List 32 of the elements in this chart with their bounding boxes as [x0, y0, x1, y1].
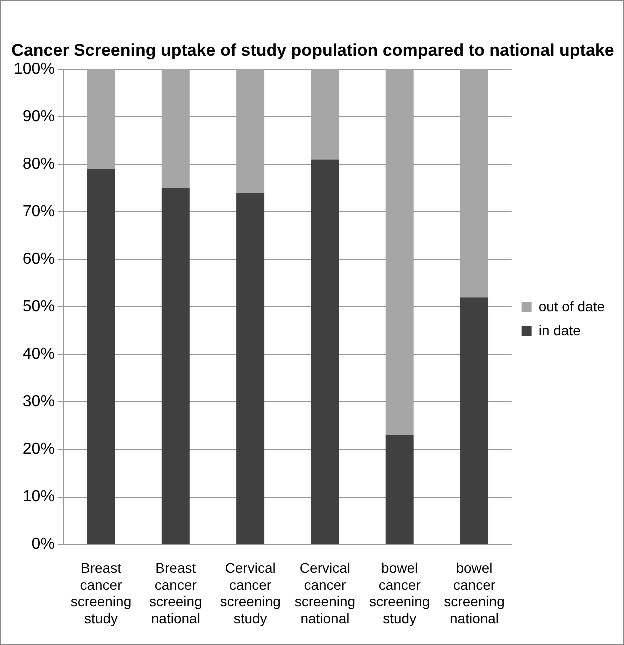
x-tick-label: Breast cancer screeing national	[149, 560, 202, 626]
bar	[236, 69, 265, 194]
bar	[311, 69, 340, 160]
bar	[460, 69, 489, 298]
bar	[386, 435, 414, 544]
y-tick-label: 100%	[14, 60, 55, 78]
bar	[162, 188, 190, 544]
bar	[87, 169, 116, 544]
y-tick-label: 70%	[22, 203, 55, 220]
y-tick-label: 80%	[22, 156, 55, 173]
y-tick-label: 0%	[32, 536, 55, 554]
legend-label: out of date	[538, 298, 606, 314]
y-tick-label: 10%	[22, 488, 55, 506]
y-tick-label: 60%	[22, 250, 55, 268]
x-tick-label: Cervical cancer screening national	[294, 560, 356, 626]
y-tick-label: 30%	[22, 394, 55, 411]
bar	[386, 69, 414, 436]
x-tick-label: Breast cancer screening study	[70, 560, 132, 626]
x-tick-label: bowel cancer screening study	[370, 560, 430, 626]
bar	[460, 298, 489, 544]
x-tick-label: bowel cancer screening national	[444, 560, 505, 626]
y-tick-label: 20%	[22, 441, 55, 458]
bar	[311, 160, 340, 544]
x-tick-label: Cervical cancer screening study	[220, 560, 281, 626]
legend-label: in date	[538, 322, 582, 338]
y-tick-label: 50%	[22, 298, 55, 316]
bar	[236, 193, 265, 544]
y-tick-label: 90%	[22, 108, 55, 126]
bar	[162, 69, 190, 188]
bar	[87, 69, 116, 170]
y-tick-label: 40%	[22, 346, 55, 364]
chart-title: Cancer Screening uptake of study population compared to national uptake	[12, 40, 614, 60]
